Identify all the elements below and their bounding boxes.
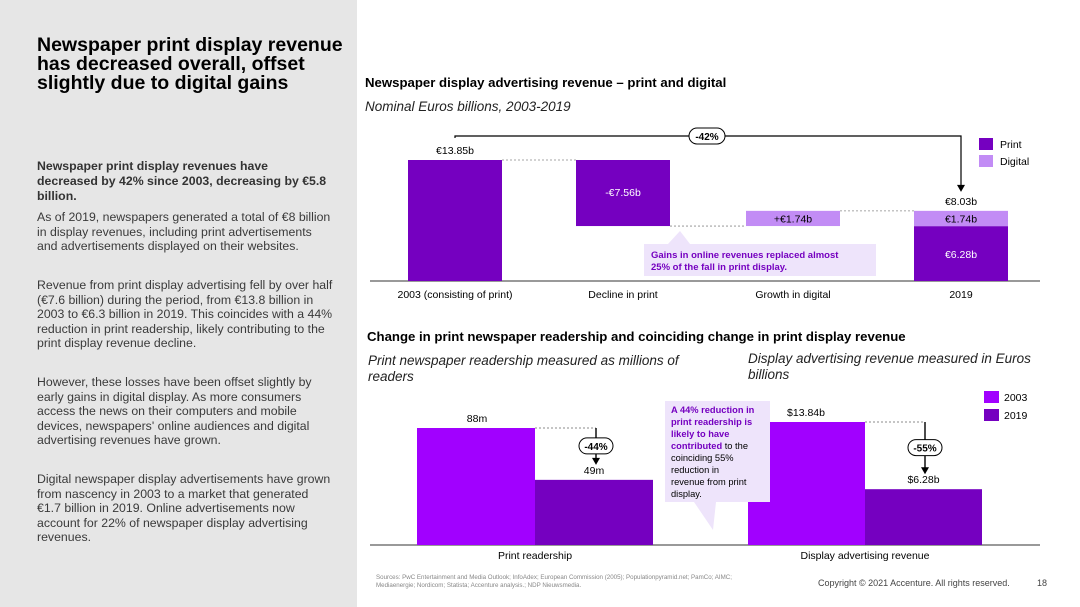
page-title: Newspaper print display revenue has decr… (37, 34, 343, 94)
change-badge-label: -42% (695, 132, 718, 143)
callout-2-line-2: reduction in (671, 465, 719, 475)
change-arrowhead-panel-0 (592, 457, 600, 465)
label-decline: -€7.56b (605, 187, 641, 199)
callout-2-rest-0: to the (722, 441, 748, 451)
category-label-1: Decline in print (588, 289, 658, 301)
category-label-panel-0: Print readership (498, 550, 572, 562)
label-2019-print: €6.28b (945, 249, 977, 261)
change-badge (688, 127, 726, 145)
change-badge-panel-0 (578, 437, 614, 455)
lead-summary: Newspaper print display revenues have de… (37, 159, 327, 203)
category-label-panel-1: Display advertising revenue (801, 550, 930, 562)
callout-1-line-1: Gains in online revenues replaced almost (651, 250, 839, 261)
bar-label-2019-panel-1: $6.28b (907, 474, 939, 486)
callout-2-line-4: display. (671, 489, 702, 499)
paragraph-4: Digital newspaper display advertisements… (37, 472, 331, 545)
callout-2-bold-line-2: likely to have (671, 429, 729, 439)
legend-swatch-1 (979, 155, 993, 167)
legend-swatch-0 (979, 138, 993, 150)
sources-line-2: Mediaenergie; Nordicom; Statista; Accent… (376, 581, 582, 589)
category-label-3: 2019 (949, 289, 973, 301)
paragraph-3: However, these losses have been offset s… (37, 375, 312, 448)
change-badge-label-panel-1: -55% (913, 444, 936, 455)
bar-growth-in-digital (746, 210, 840, 227)
paragraph-2: Revenue from print display advertising f… (37, 278, 333, 351)
bar-label-2019-panel-0: 49m (584, 465, 605, 477)
legend-label-0: Print (1000, 139, 1022, 151)
bar-label-2003-panel-0: 88m (467, 413, 488, 425)
change-arrowhead-panel-1 (921, 467, 929, 475)
label-2019-total: €8.03b (945, 196, 977, 208)
callout-2-box (665, 401, 770, 530)
bar-decline-in-print (576, 160, 670, 227)
callout-2-bold-line-0: A 44% reduction in (671, 405, 755, 415)
chart2-panel1-subtitle: Print newspaper readership measured as m… (368, 353, 679, 384)
bar-2019-digital (914, 210, 1008, 227)
change-arrowhead (957, 184, 965, 192)
callout-2-line-1: coinciding 55% (671, 453, 734, 463)
label-2003: €13.85b (436, 145, 474, 157)
bar-2019-print (914, 226, 1008, 281)
chart1-title: Newspaper display advertising revenue – … (365, 75, 727, 90)
chart2-panel2-subtitle: Display advertising revenue measured in … (748, 351, 1031, 382)
callout-2-bold-line-3: contributed to the (671, 441, 748, 451)
legend-label-2-1: 2019 (1004, 410, 1028, 422)
sources-line-1: Sources: PwC Entertainment and Media Out… (376, 574, 732, 581)
callout-2-line-3: revenue from print (671, 477, 747, 487)
page-number: 18 (1037, 578, 1048, 588)
legend-swatch-2-0 (984, 391, 999, 403)
bar-2003-panel-0 (417, 428, 535, 545)
copyright: Copyright © 2021 Accenture. All rights r… (818, 578, 1010, 588)
callout-2-bold-line-1: print readership is (671, 417, 752, 427)
legend-swatch-2-1 (984, 409, 999, 421)
left-panel (0, 0, 357, 607)
category-label-2: Growth in digital (755, 289, 830, 301)
change-badge-label-panel-0: -44% (584, 442, 607, 453)
bar-2019-panel-0 (535, 479, 653, 545)
legend-label-2-0: 2003 (1004, 392, 1028, 404)
bar-2003-print (408, 160, 502, 281)
change-badge-panel-1 (907, 439, 943, 457)
label-growth: +€1.74b (774, 213, 812, 225)
callout-1-line-2: 25% of the fall in print display. (651, 262, 787, 273)
category-label-0: 2003 (consisting of print) (398, 289, 513, 301)
label-2019-digital: €1.74b (945, 213, 977, 225)
bar-2019-panel-1 (865, 489, 982, 545)
chart2-title: Change in print newspaper readership and… (367, 329, 906, 344)
bar-label-2003-panel-1: $13.84b (787, 407, 825, 419)
paragraph-1: As of 2019, newspapers generated a total… (37, 210, 331, 254)
chart1-subtitle: Nominal Euros billions, 2003-2019 (365, 99, 571, 114)
legend-label-1: Digital (1000, 156, 1029, 168)
callout-1-pointer (668, 231, 690, 244)
callout-1-box (644, 244, 876, 276)
